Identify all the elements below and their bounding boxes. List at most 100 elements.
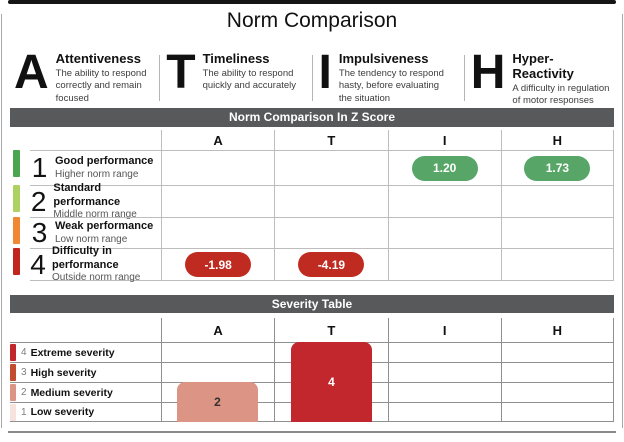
row-label-cell: 3 Weak performance Low norm range: [30, 217, 161, 248]
severity-row-high: 3 High severity: [10, 362, 161, 382]
z-cell-a3: [161, 217, 275, 248]
sev-cell: [161, 342, 275, 362]
row-tick-difficulty: [13, 248, 20, 275]
z-cell-h2: [500, 185, 614, 217]
legend-name: Timeliness: [202, 51, 270, 66]
severity-rank: 2: [21, 387, 27, 398]
severity-label: Low severity: [30, 406, 95, 418]
z-cell-a2: [161, 185, 275, 217]
left-border: [1, 14, 2, 428]
legend-description: A difficulty in regulation of motor resp…: [512, 83, 610, 107]
sev-cell: [387, 362, 501, 382]
row-label: Weak performance: [55, 220, 154, 233]
legend-description: The tendency to respond hasty, before ev…: [338, 68, 444, 104]
legend: A Attentiveness The ability to respond c…: [8, 46, 616, 108]
legend-item-timeliness: T Timeliness The ability to respond quic…: [160, 46, 311, 108]
severity-table: A T I H 4 Extreme severity 3 High severi…: [10, 318, 614, 422]
row-tick-cell: [10, 248, 30, 281]
z-cell-h4: [500, 248, 614, 281]
severity-bar-a: 2: [177, 382, 258, 422]
severity-column-header-i: I: [387, 318, 501, 342]
sev-cell: [500, 382, 614, 402]
row-tick-weak: [13, 217, 20, 244]
row-rank: 2: [30, 185, 47, 217]
z-cell-i1: 1.20: [387, 150, 501, 185]
severity-tick-medium: [10, 384, 16, 401]
table-corner: [30, 130, 161, 150]
severity-tick-extreme: [10, 344, 16, 361]
severity-row-low: 1 Low severity: [10, 402, 161, 422]
sev-cell: [500, 342, 614, 362]
legend-item-attentiveness: A Attentiveness The ability to respond c…: [8, 46, 159, 108]
z-cell-t2: [274, 185, 388, 217]
legend-name: Attentiveness: [55, 51, 141, 66]
z-score-table: A T I H 1 Good performance Higher norm r…: [10, 130, 614, 283]
table-corner: [10, 318, 161, 342]
z-cell-t1: [274, 150, 388, 185]
severity-column-header-a: A: [161, 318, 274, 342]
row-rank: 3: [31, 217, 48, 248]
sev-cell: [387, 402, 501, 422]
letter-a: A: [14, 46, 49, 99]
column-header-t: T: [274, 130, 387, 150]
row-sublabel: Higher norm range: [55, 168, 139, 180]
severity-column-header-h: H: [500, 318, 614, 342]
severity-tick-low: [10, 403, 16, 421]
row-label-cell: 4 Difficulty in performance Outside norm…: [30, 245, 161, 283]
row-label: Standard performance: [53, 182, 121, 208]
row-label: Difficulty in performance: [51, 245, 119, 271]
severity-row-extreme: 4 Extreme severity: [10, 342, 161, 362]
sev-cell: [500, 362, 614, 382]
legend-divider: [159, 55, 161, 101]
row-sublabel: Middle norm range: [53, 208, 137, 220]
legend-item-impulsiveness: I Impulsiveness The tendency to respond …: [313, 49, 464, 108]
row-sublabel: Low norm range: [55, 233, 128, 245]
row-tick-standard: [13, 185, 20, 212]
sev-cell: [387, 342, 501, 362]
severity-rank: 4: [21, 347, 27, 358]
severity-rank: 1: [21, 406, 27, 418]
right-border: [622, 14, 623, 428]
column-header-h: H: [500, 130, 614, 150]
z-cell-i2: [387, 185, 501, 217]
row-label-cell: 2 Standard performance Middle norm range: [30, 182, 161, 220]
severity-section-header: Severity Table: [10, 295, 614, 313]
bottom-divider: [8, 431, 616, 433]
column-header-i: I: [387, 130, 501, 150]
row-sublabel: Outside norm range: [51, 271, 141, 283]
severity-column-header-t: T: [274, 318, 387, 342]
severity-rank: 3: [21, 367, 27, 378]
z-cell-t3: [274, 217, 388, 248]
z-cell-a4: -1.98: [161, 248, 275, 281]
z-score-pill-i: 1.20: [411, 155, 478, 181]
row-rank: 1: [31, 152, 48, 183]
column-header-a: A: [161, 130, 274, 150]
severity-bar-t: 4: [291, 342, 372, 422]
legend-divider: [463, 55, 465, 101]
letter-h: H: [470, 46, 506, 99]
z-cell-i3: [387, 217, 501, 248]
row-tick-cell: [10, 150, 30, 185]
legend-name: Impulsiveness: [338, 51, 429, 66]
legend-description: The ability to respond correctly and rem…: [55, 68, 147, 104]
severity-label: High severity: [30, 366, 97, 379]
z-score-pill-a: -1.98: [185, 252, 252, 277]
z-cell-h3: [500, 217, 614, 248]
row-rank: 4: [30, 248, 46, 280]
z-cell-t4: -4.19: [274, 248, 388, 281]
top-border-bar: [8, 0, 616, 4]
letter-t: T: [166, 46, 196, 99]
legend-divider: [311, 55, 313, 101]
z-score-pill-t: -4.19: [298, 252, 365, 277]
severity-tick-high: [10, 364, 16, 381]
severity-label: Extreme severity: [30, 346, 115, 359]
sev-cell: [161, 362, 275, 382]
severity-row-medium: 2 Medium severity: [10, 382, 161, 402]
severity-label: Medium severity: [30, 386, 113, 399]
table-corner: [10, 130, 30, 150]
z-cell-i4: [387, 248, 501, 281]
legend-item-hyper-reactivity: H Hyper-Reactivity A difficulty in regul…: [465, 46, 616, 108]
sev-cell: [387, 382, 501, 402]
legend-description: The ability to respond quickly and accur…: [202, 68, 297, 92]
